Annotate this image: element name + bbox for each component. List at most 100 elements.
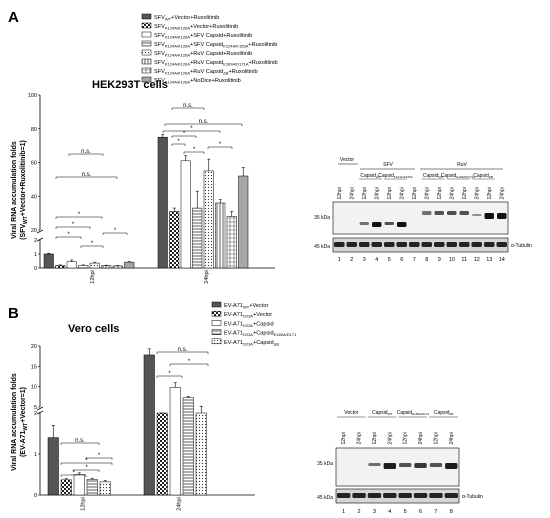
blot-a-capsid-band (472, 214, 482, 216)
blot-a-tubulin-band (346, 242, 357, 247)
significance-label: n.s. (183, 103, 193, 109)
legend-entry: EV-A71D23A+CapsidΔB (224, 340, 279, 347)
legend-entry: EV-A71D23A+Vector (224, 312, 272, 319)
blot-b-lane-time: 24hpi (449, 432, 455, 444)
y-tick-label: 80 (31, 127, 37, 133)
blot-a-tubulin-band (496, 242, 507, 247)
significance-bracket (55, 226, 91, 229)
panel-b-y-label-line1: Viral RNA accumulation folds (11, 373, 18, 471)
blot-a-tubulin-band (384, 242, 395, 247)
bar (195, 412, 207, 496)
blot-a-capsid-bands (359, 211, 507, 227)
y-tick-label: 0 (34, 493, 37, 499)
blot-b-lane-time: 12hpi (403, 432, 409, 444)
legend-swatch (141, 49, 152, 56)
blot-a-tubulin-membrane (332, 237, 509, 253)
blot-b-lane-number: 2 (358, 509, 361, 515)
bar (99, 481, 111, 496)
blot-a-capsid-band (447, 211, 457, 215)
blot-a-lane-number: 2 (350, 257, 353, 263)
significance-label: * (188, 359, 191, 365)
blot-b-lane-numbers: 1 2 3 4 5 6 7 8 (342, 509, 453, 515)
blot-b-lane-time: 12hpi (341, 432, 347, 444)
y-tick-label: 2 (34, 411, 37, 417)
blot-a-lane-number: 12 (474, 257, 480, 263)
blot-a-lane-time: 24hpi (399, 187, 405, 199)
bar (101, 265, 112, 269)
blot-a-tubulin-band (471, 242, 482, 247)
significance-bracket (183, 151, 205, 154)
blot-b-tubulin-label: α-Tubulin (462, 494, 483, 500)
legend-swatch (141, 13, 152, 20)
blot-b-lane-number: 8 (450, 509, 453, 515)
blot-b-tubulin-band (413, 493, 428, 498)
bar (182, 397, 194, 496)
blot-a-lane-number: 1 (338, 257, 341, 263)
blot-a-lane-time: 24hpi (374, 187, 380, 199)
blot-a-group-label: CapsidWT (360, 173, 380, 179)
significance-bracket (171, 107, 205, 110)
significance-bracket (162, 130, 221, 133)
blot-a-lane-time: 24hpi (474, 187, 480, 199)
y-tick-label: 10 (31, 385, 37, 391)
significance-bracket (55, 216, 103, 219)
bar (89, 262, 100, 269)
x-tick-label: 12hpi (81, 497, 87, 510)
blot-b-group-label: Vector (344, 410, 359, 416)
significance-label: n.s. (82, 172, 92, 178)
blot-b-capsid-band (399, 463, 412, 467)
significance-label: * (85, 465, 88, 471)
y-tick-label: 20 (31, 344, 37, 350)
blot-b-tubulin-band (429, 493, 443, 498)
blot-b-tubulin-band (337, 493, 351, 498)
significance-bracket (60, 462, 113, 465)
blot-a-tubulin-bands (334, 242, 507, 247)
significance-bracket (80, 245, 104, 248)
blot-a-lane-number: 7 (413, 257, 416, 263)
blot-a-lane-number: 10 (449, 257, 455, 263)
blot-b-lane-time: 12hpi (433, 432, 439, 444)
panel-b-label: B (8, 305, 19, 322)
bar (156, 412, 168, 496)
bar (192, 207, 203, 269)
legend-swatch (141, 58, 152, 65)
blot-b-tubulin-band (383, 493, 397, 498)
legend-entry: SFVK124A/K126A+SFV CapsidK124A/K126A+Rux… (154, 42, 277, 49)
blot-a-tubulin-band (396, 242, 407, 247)
bar (86, 479, 98, 496)
legend-swatch (141, 40, 152, 47)
blot-a-lane-number: 6 (400, 257, 403, 263)
blot-b-lane-number: 1 (342, 509, 345, 515)
legend-entry: SFVK124A/K126A+RuV Capsid+Ruxolitinib (154, 51, 252, 58)
significance-bracket (60, 474, 87, 477)
significance-bracket (156, 375, 183, 378)
significance-bracket (85, 457, 113, 460)
significance-label: * (78, 212, 81, 218)
significance-bracket (68, 153, 104, 156)
blot-a-tubulin-label: α-Tubulin (511, 243, 532, 249)
significance-label: * (67, 232, 70, 238)
blot-b-tubulin-bands (337, 493, 458, 498)
significance-label: * (193, 147, 196, 153)
significance-label: n.s. (75, 438, 85, 444)
blot-a-lane-time: 12hpi (437, 187, 443, 199)
blot-a-tubulin-band (446, 242, 457, 247)
y-tick-label: 15 (31, 364, 37, 370)
blot-a-group-label: CapsidWT (423, 173, 443, 179)
blot-b-lane-number: 3 (373, 509, 376, 515)
blot-a-tubulin-band (371, 242, 382, 247)
bar (60, 479, 72, 496)
legend-entry: SFVWT+Vector+Ruxolitinib (154, 15, 219, 22)
y-tick-label: 60 (31, 161, 37, 167)
bar (180, 160, 191, 269)
blot-a-group-label: CapsidΔB (473, 173, 493, 179)
bar (55, 265, 66, 269)
blot-b-tubulin-band (367, 493, 382, 498)
significance-label: n.s. (81, 149, 91, 155)
legend-swatch (141, 22, 152, 29)
panel-a-y-label-line1: Viral RNA accumulation folds (11, 141, 18, 239)
blot-a-lane-number: 11 (461, 257, 467, 263)
